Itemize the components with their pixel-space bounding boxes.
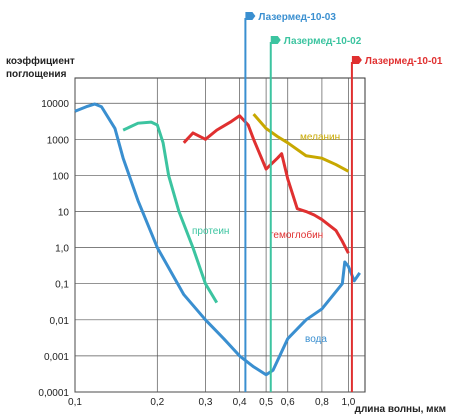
laser-flag [270,36,281,44]
y-tick-label: 10 [58,208,70,219]
series-label: гемоглобин [270,229,323,241]
y-tick-label: 0,0001 [38,388,69,399]
x-tick-label: 0,2 [150,397,164,408]
y-tick-label: 1,0 [55,244,69,255]
line-series [252,113,350,173]
x-tick-label: 0,8 [315,397,329,408]
laser-label: Лазермед-10-02 [284,36,362,47]
x-tick-label: 0,6 [281,397,295,408]
x-tick-label: 0,3 [198,397,212,408]
y-axis-label: поглощения [6,69,67,80]
y-tick-label: 0,001 [44,352,69,363]
laser-label: Лазермед-10-01 [365,56,443,67]
y-tick-label: 1000 [47,135,70,146]
x-tick-label: 0,1 [68,397,82,408]
x-tick-label: 0,4 [233,397,247,408]
series-label: вода [305,334,327,345]
y-tick-label: 0,01 [50,316,70,327]
y-axis-label: коэффициент [6,55,75,67]
laser-flag [351,56,362,64]
laser-flag [245,12,256,20]
y-tick-label: 100 [52,171,69,182]
line-series [74,102,361,377]
y-tick-label: 0,1 [55,280,69,291]
x-axis-label: длина волны, мкм [355,404,446,415]
line-series [182,114,350,254]
line-series [122,120,219,304]
series-label: протеин [192,226,229,237]
y-tick-label: 10000 [41,99,69,110]
laser-label: Лазермед-10-03 [258,12,336,23]
x-tick-label: 0,5 [259,397,273,408]
x-tick-label: 1,0 [341,397,355,408]
series-label: меланин [300,132,340,143]
